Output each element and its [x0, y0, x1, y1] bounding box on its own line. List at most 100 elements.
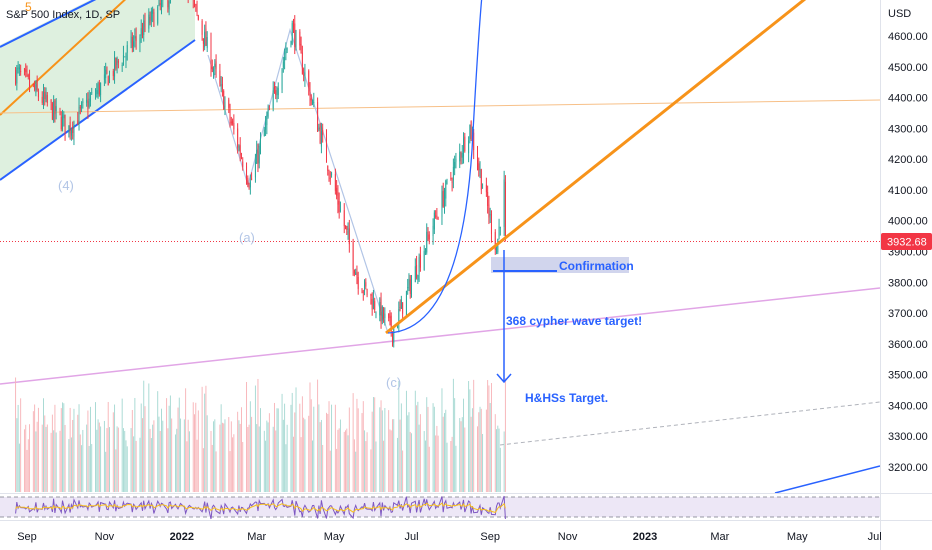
volume-bar — [504, 378, 506, 492]
volume-bar — [201, 386, 203, 492]
candle-body — [300, 43, 302, 54]
volume-bar — [233, 434, 235, 492]
volume-bar — [167, 428, 169, 492]
candle-body — [317, 102, 319, 132]
candle-body — [327, 165, 329, 171]
candle-body — [345, 225, 346, 227]
volume-bar — [29, 424, 31, 492]
candle-body — [414, 266, 416, 283]
target-arrow-head — [496, 373, 512, 384]
volume-bar — [174, 434, 176, 492]
candle-body — [446, 179, 448, 181]
time-tick-label: Sep — [480, 531, 500, 543]
candle-body — [70, 130, 72, 136]
volume-bar — [327, 413, 329, 492]
volume-bar — [390, 430, 392, 492]
candle-body — [210, 39, 212, 70]
candle-body — [267, 109, 269, 117]
volume-bar — [427, 406, 429, 492]
volume-bar — [291, 392, 293, 492]
candle-body — [220, 83, 222, 87]
volume-bar — [265, 440, 267, 492]
volume-bar — [17, 404, 19, 492]
candle-body — [89, 96, 91, 102]
volume-bar — [409, 431, 411, 492]
volume-bar — [16, 418, 18, 492]
candle-body — [374, 301, 376, 310]
time-tick-label: Sep — [17, 531, 37, 543]
volume-bar — [267, 422, 269, 492]
candle-body — [256, 149, 258, 164]
candle-body — [347, 231, 349, 234]
candle-body — [36, 80, 38, 91]
price-tick-label: 4100.00 — [888, 185, 928, 197]
candle-body — [266, 118, 268, 126]
resistance-line — [0, 99, 880, 114]
volume-bar — [455, 445, 457, 492]
price-axis[interactable]: USD 4600.00 4500.00 4400.00 4300.00 4200.00 4… — [888, 8, 928, 474]
candle-body — [334, 174, 336, 191]
volume-bar — [469, 389, 471, 492]
volume-bar — [452, 378, 454, 492]
volume-bar — [32, 411, 34, 492]
candle-body — [16, 67, 18, 84]
volume-bar — [405, 390, 407, 492]
candle-body — [135, 36, 137, 41]
candle-body — [275, 90, 277, 96]
volume-bar — [383, 440, 385, 492]
volume-bar — [343, 431, 345, 492]
volume-bar — [417, 401, 419, 492]
volume-bar — [69, 407, 71, 492]
volume-bar — [320, 419, 322, 492]
candle-body — [131, 36, 133, 48]
volume-bar — [310, 399, 312, 492]
volume-bar — [260, 408, 261, 492]
candle-body — [419, 254, 421, 268]
volume-bar — [144, 406, 146, 492]
candle-body — [153, 12, 155, 27]
volume-bar — [20, 398, 22, 492]
candle-body — [158, 0, 160, 6]
candle-body — [265, 121, 267, 130]
candle-body — [370, 293, 372, 296]
time-tick-label: Mar — [247, 531, 266, 543]
volume-bar — [192, 402, 194, 492]
volume-bar — [371, 411, 373, 492]
uptrend-line — [385, 0, 807, 335]
volume-bar — [121, 398, 123, 492]
candle-body — [436, 215, 438, 217]
candle-body — [18, 67, 20, 70]
candle-body — [441, 191, 443, 218]
volume-bar — [230, 421, 232, 492]
candle-body — [91, 92, 93, 94]
volume-bar — [272, 426, 274, 492]
candle-body — [20, 70, 22, 72]
volume-bar — [171, 418, 173, 492]
volume-bar — [499, 447, 501, 492]
time-tick-label: 2022 — [170, 531, 194, 543]
time-axis[interactable]: Sep Nov 2022 Mar May Jul Sep Nov 2023 Mar May Jul — [17, 531, 882, 543]
candle-body — [23, 69, 25, 71]
candle-body — [293, 24, 294, 27]
price-tick-label: 3500.00 — [888, 370, 928, 382]
candle-body — [428, 234, 430, 240]
volume-bar — [313, 406, 315, 492]
volume-bar — [229, 451, 231, 492]
volume-bar — [220, 404, 222, 492]
plot-background — [0, 0, 880, 520]
candle-body — [251, 178, 253, 180]
candle-body — [290, 41, 292, 46]
candle-body — [459, 151, 461, 162]
volume-bar — [424, 440, 426, 492]
volume-bar — [149, 428, 151, 492]
volume-bar — [389, 429, 391, 492]
volume-bar — [328, 401, 330, 492]
volume-bar — [487, 380, 489, 492]
candle-body — [232, 121, 234, 124]
volume-bars — [15, 377, 506, 492]
candle-body — [211, 67, 213, 70]
volume-bar — [295, 387, 297, 492]
candle-body — [134, 36, 136, 39]
candle-body — [423, 251, 425, 270]
